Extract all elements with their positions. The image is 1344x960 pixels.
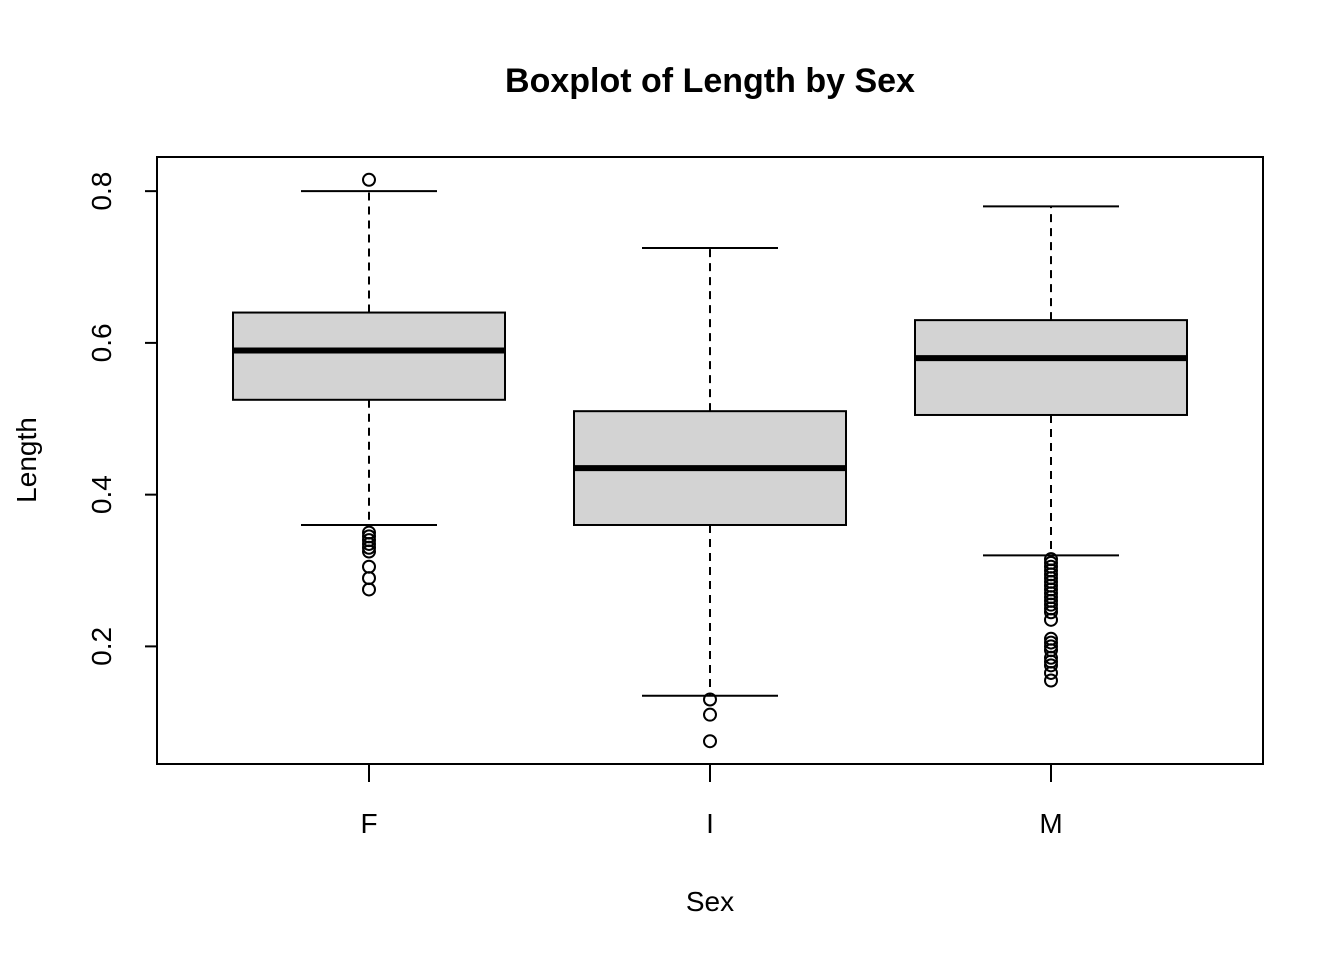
outlier-point <box>362 172 376 187</box>
outlier-point <box>703 707 717 722</box>
x-tick-label: F <box>360 808 377 839</box>
outlier-point <box>1044 635 1058 650</box>
outlier-point <box>362 559 376 574</box>
outlier-point <box>1044 665 1058 680</box>
y-tick-label: 0.6 <box>86 323 117 362</box>
outlier-point <box>703 692 717 707</box>
y-tick-label: 0.2 <box>86 627 117 666</box>
box-group-f <box>232 172 506 597</box>
x-tick-label: M <box>1039 808 1062 839</box>
y-tick-label: 0.4 <box>86 475 117 514</box>
outlier-point <box>1044 605 1058 620</box>
outlier-point <box>703 734 717 749</box>
y-axis-label: Length <box>11 417 42 503</box>
outlier-point <box>362 544 376 559</box>
y-axis: 0.2 0.4 0.6 0.8 <box>86 172 158 666</box>
x-tick-label: I <box>706 808 714 839</box>
outlier-point <box>362 571 376 586</box>
iqr-box <box>914 319 1188 416</box>
outlier-point <box>362 536 376 551</box>
iqr-box <box>232 311 506 401</box>
outlier-point <box>1044 612 1058 627</box>
outlier-point <box>1044 658 1058 673</box>
outlier-point <box>1044 650 1058 665</box>
outlier-point <box>362 582 376 597</box>
x-axis-label: Sex <box>686 886 734 917</box>
chart-title: Boxplot of Length by Sex <box>505 62 915 100</box>
outlier-point <box>1044 673 1058 688</box>
outlier-point <box>362 540 376 555</box>
y-tick-label: 0.8 <box>86 172 117 211</box>
boxes <box>232 172 1188 749</box>
box-group-m <box>914 205 1188 688</box>
box-group-i <box>573 247 847 749</box>
outlier-point <box>1044 597 1058 612</box>
